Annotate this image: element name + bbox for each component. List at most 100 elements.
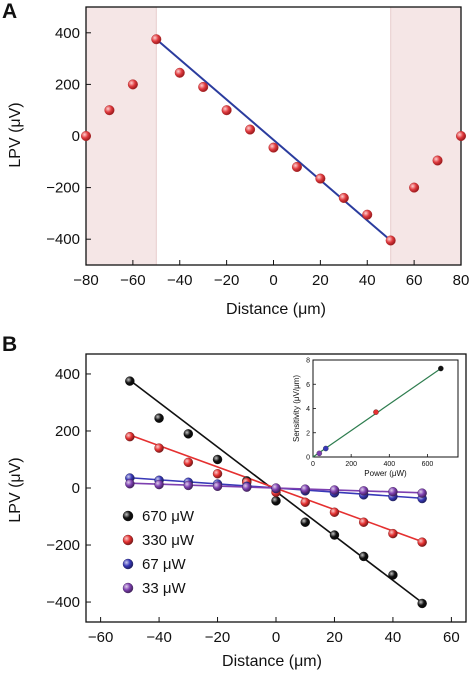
inset-xtick-label: 200	[345, 461, 357, 468]
panel-b-point	[242, 482, 252, 492]
inset-point	[438, 365, 444, 372]
panel-a-point	[385, 235, 396, 246]
panel-b-point	[417, 598, 427, 609]
panel-b-point	[329, 507, 340, 517]
panel-a-xtick-label: −80	[73, 272, 98, 289]
legend-label: 670 μW	[142, 508, 195, 525]
panel-a-point	[456, 130, 467, 141]
panel-b-point	[329, 530, 340, 540]
panel-a-point	[432, 155, 443, 166]
panel-b-ytick-label: 200	[55, 423, 80, 440]
panel-a-point	[221, 105, 232, 116]
inset-xlabel: Power (μW)	[364, 469, 407, 478]
panel-b-point	[329, 485, 340, 495]
panel-b-point	[125, 479, 135, 489]
panel-a-point	[127, 79, 138, 90]
panel-a-xtick-label: −20	[214, 272, 239, 289]
panel-b-point	[212, 481, 223, 491]
inset-xtick-label: 400	[383, 461, 395, 468]
inset-ytick-label: 4	[306, 406, 310, 413]
panel-b-ytick-label: −400	[46, 594, 80, 611]
panel-b-point	[154, 479, 164, 490]
panel-b-point	[154, 443, 164, 453]
legend-marker	[122, 558, 134, 570]
panel-b-point	[212, 469, 223, 479]
panel-b-point	[417, 537, 427, 547]
panel-a-shade-1	[390, 7, 461, 265]
legend-label: 33 μW	[142, 580, 186, 597]
panel-a-point	[338, 192, 349, 203]
panel-a-ytick-label: 400	[55, 25, 80, 42]
panel-a-point	[291, 161, 302, 172]
panel-a-point	[80, 130, 91, 141]
panel-b-point	[358, 517, 369, 527]
panel-a-xlabel: Distance (μm)	[226, 301, 326, 318]
panel-b-xtick-label: 20	[326, 629, 343, 646]
panel-a-ytick-label: 200	[55, 76, 80, 93]
legend-label: 330 μW	[142, 532, 195, 549]
panel-b-point	[358, 486, 369, 496]
inset-ytick-label: 6	[306, 382, 310, 389]
panel-b-point	[125, 431, 135, 442]
panel-b-xtick-label: 0	[272, 629, 280, 646]
panel-a-xtick-label: 40	[359, 272, 376, 289]
panel-a-fit	[155, 38, 392, 242]
panel-b-xtick-label: −60	[88, 629, 113, 646]
panel-b-point	[300, 484, 310, 494]
panel-a-xtick-label: −60	[120, 272, 145, 289]
panel-b-point	[388, 570, 398, 580]
panel-a-point	[362, 209, 373, 220]
inset-point	[373, 409, 379, 415]
panel-b-point	[183, 457, 194, 468]
panel-b-point	[388, 528, 398, 539]
panel-b-xtick-label: 60	[443, 629, 460, 646]
panel-a-point	[315, 173, 326, 184]
panel-a-shaded-regions	[86, 7, 461, 265]
panel-b-xtick-label: −20	[205, 629, 230, 646]
panel-b-point	[212, 454, 223, 465]
panel-a-point	[245, 124, 256, 135]
panel-b-ylabel: LPV (μV)	[7, 457, 24, 522]
panel-b-point	[183, 429, 194, 439]
legend-marker	[122, 534, 134, 546]
panel-a-point	[151, 34, 162, 45]
panel-a-point	[268, 142, 279, 153]
inset-xtick-label: 600	[422, 461, 434, 468]
panel-b-xlabel: Distance (μm)	[222, 653, 322, 670]
panel-b-point	[300, 517, 310, 527]
inset-ylabel: Sensitivity (μV/μm)	[292, 375, 301, 442]
panel-b-ytick-label: −200	[46, 537, 80, 554]
panel-b-point	[271, 483, 281, 493]
inset-ytick-label: 2	[306, 430, 310, 437]
panel-b-label: B	[2, 333, 17, 356]
inset-point	[323, 445, 329, 452]
legend-label: 67 μW	[142, 556, 186, 573]
panel-b-point	[417, 488, 427, 498]
panel-b-point	[358, 551, 369, 562]
panel-a-xtick-label: 20	[312, 272, 329, 289]
panel-a-point	[104, 105, 115, 116]
panel-a-fit-line	[155, 38, 392, 242]
panel-a-point	[409, 182, 420, 193]
panel-b-point	[271, 496, 281, 506]
panel-a-xtick-label: 0	[269, 272, 277, 289]
panel-a-shade-0	[86, 7, 157, 265]
panel-a-point	[174, 67, 185, 78]
panel-a-ytick-label: 0	[72, 128, 80, 145]
panel-a-ylabel: LPV (μV)	[7, 102, 24, 167]
panel-b-point	[125, 376, 135, 386]
panel-b-inset: 0 200 400 600 0 2 4 6 8 Power (μW) Sensitivity (μV…	[292, 358, 459, 478]
panel-a-ytick-label: −400	[46, 231, 80, 248]
panel-a-points	[80, 34, 467, 246]
inset-point	[316, 450, 323, 457]
panel-b-point	[388, 487, 398, 497]
inset-ytick-label: 8	[306, 358, 310, 365]
panel-a-ytick-label: −200	[46, 180, 80, 197]
panel-b-xtick-label: 40	[385, 629, 402, 646]
panel-b-point	[154, 413, 164, 423]
panel-a-xtick-label: −40	[167, 272, 192, 289]
